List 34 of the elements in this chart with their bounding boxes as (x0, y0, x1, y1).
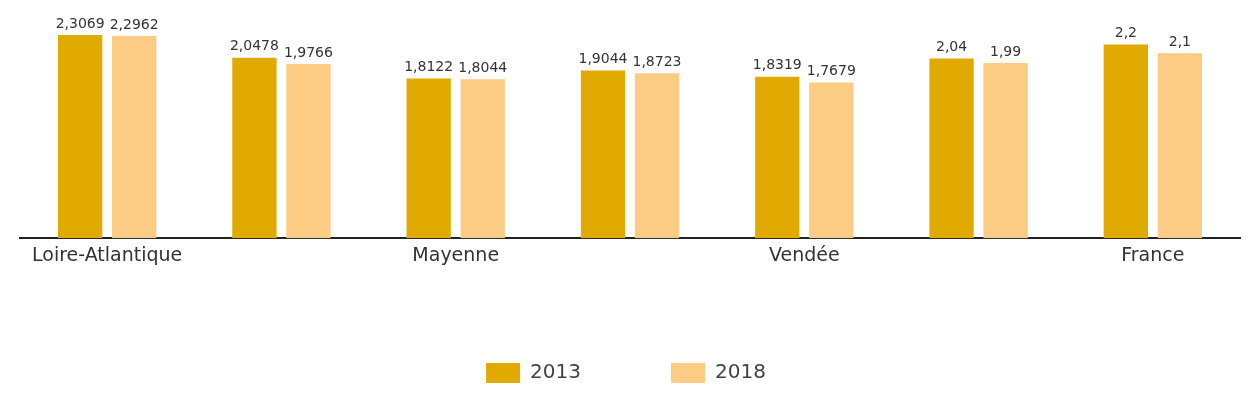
bar (460, 79, 505, 239)
x-tick-label: Vendée (768, 242, 840, 265)
bar (1103, 44, 1148, 239)
x-tick-label: France (1121, 242, 1185, 265)
bar (1157, 53, 1203, 239)
bar (929, 58, 974, 239)
data-label: 1,99 (990, 42, 1022, 59)
x-tick-label: Loire-Atlantique (32, 242, 183, 265)
bar (634, 73, 680, 239)
data-label: 1,8319 (752, 56, 802, 73)
data-label: 1,7679 (806, 62, 856, 79)
data-label: 1,8723 (632, 52, 682, 69)
data-label: 2,0478 (229, 37, 279, 54)
bar (286, 64, 331, 239)
data-label: 1,9766 (283, 43, 334, 60)
data-label: 2,2 (1114, 24, 1137, 41)
bar (57, 35, 103, 239)
bar (580, 70, 626, 239)
legend-label: 2013 (530, 359, 582, 384)
bar (112, 35, 157, 239)
data-label: 1,9044 (578, 50, 628, 67)
bar (232, 57, 277, 239)
data-label: 1,8044 (458, 58, 508, 75)
data-label: 2,1 (1168, 32, 1191, 49)
bar (983, 62, 1028, 239)
bar (406, 78, 451, 239)
bar (755, 76, 800, 239)
data-label: 2,04 (935, 38, 968, 55)
x-tick-label: Mayenne (412, 242, 500, 265)
bar (809, 82, 854, 239)
data-label: 2,3069 (55, 14, 105, 31)
data-label: 2,2962 (109, 15, 159, 32)
legend-label: 2018 (715, 359, 766, 384)
data-label: 1,8122 (404, 58, 454, 75)
